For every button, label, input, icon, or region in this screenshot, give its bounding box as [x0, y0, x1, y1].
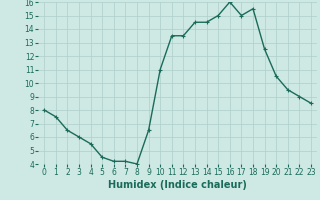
- X-axis label: Humidex (Indice chaleur): Humidex (Indice chaleur): [108, 180, 247, 190]
